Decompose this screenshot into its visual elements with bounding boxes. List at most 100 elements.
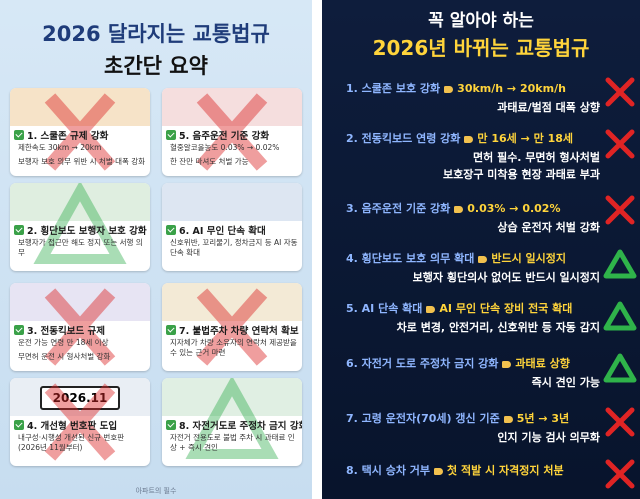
card-heading: 8. 자전거도로 주정차 금지 강화	[166, 418, 302, 432]
card-heading: 5. 음주운전 기준 강화	[166, 128, 300, 142]
card: 6. AI 무인 단속 확대 신호위반, 꼬리물기, 정차금지 등 AI 자동단속…	[162, 183, 302, 271]
pointer-icon	[464, 135, 474, 143]
item-label: 1. 스쿨존 보호 강화	[346, 82, 441, 95]
item-detail: 상습 운전자 처벌 강화	[497, 221, 600, 234]
license-plate: 2026.11	[40, 386, 120, 410]
card: 7. 불법주차 차량 연락처 확보 지자체가 차량 소유자의 연락처 제공받을 수…	[162, 283, 302, 371]
card-heading-text: 1. 스쿨존 규제 강화	[27, 131, 109, 142]
green-triangle-icons	[603, 249, 637, 383]
card-bullet: 무면허 운전 시 형사처벌 강화	[18, 352, 111, 361]
card-bullet: 보행자가 접근만 해도 정지 또는 서행 의무	[18, 238, 143, 257]
card-heading: 4. 개선형 번호판 도입	[14, 418, 148, 432]
item-label: 3. 음주운전 기준 강화	[346, 202, 451, 215]
pointer-icon	[478, 255, 488, 263]
item-label: 5. AI 단속 확대	[346, 302, 423, 315]
footer: 아파트의 필수	[135, 487, 177, 495]
right-title-top: 꼭 알아야 하는	[428, 11, 534, 31]
card-illustration	[10, 283, 150, 321]
card-heading-text: 8. 자전거도로 주정차 금지 강화	[179, 421, 302, 432]
card-heading-text: 6. AI 무인 단속 확대	[179, 226, 266, 237]
left-panel: 2026 달라지는 교통법규 초간단 요약 아파트의 필수 1. 스쿨존 규제 …	[0, 0, 312, 499]
card: 2. 횡단보도 보행자 보호 강화 보행자가 접근만 해도 정지 또는 서행 의무	[10, 183, 150, 271]
card-bullet: 신호위반, 꼬리물기, 정차금지 등 AI 자동단속 확대	[170, 238, 298, 257]
item-change: 반드시 일시정지	[491, 252, 567, 265]
left-title: 2026 달라지는 교통법규	[42, 22, 270, 46]
card-heading: 3. 전동킥보드 규제	[14, 323, 148, 337]
card-bullet: 보행자 보호 의무 위반 시 처벌 대폭 강화	[18, 157, 146, 166]
card-illustration	[162, 283, 302, 321]
item-heading: 2. 전동킥보드 연령 강화 만 16세 → 만 18세	[346, 130, 573, 146]
pointer-icon	[502, 360, 512, 368]
left-subtitle: 초간단 요약	[104, 54, 208, 78]
card-bullet: 운전 가능 연령 만 18세 이상	[18, 338, 109, 347]
card-heading-text: 7. 불법주차 차량 연락처 확보	[179, 326, 299, 337]
card-heading-text: 3. 전동킥보드 규제	[27, 326, 106, 337]
card: 5. 음주운전 기준 강화 혈중알코올농도 0.03% → 0.02% 한 잔만 마…	[162, 88, 302, 176]
card-bullet: 내구성·시행성 개선된 신규 번호판(2026년 11월부터)	[18, 433, 125, 452]
right-panel: 꼭 알아야 하는 2026년 바뀌는 교통법규 1. 스쿨존 보호 강화 30km…	[322, 0, 640, 499]
card-illustration	[10, 183, 150, 221]
card: 8. 자전거도로 주정차 금지 강화 자전거 전용도로 불법 주차 시 과태료 인…	[162, 378, 302, 466]
item-detail: 보호장구 미착용 현장 과태료 부과	[443, 168, 600, 181]
item-heading: 6. 자전거 도로 주정차 금지 강화 과태료 상향	[346, 355, 570, 371]
check-icon	[166, 130, 176, 140]
card-bullet: 지자체가 차량 소유자의 연락처 제공받을 수 있는 근거 마련	[170, 338, 297, 357]
card-illustration	[162, 88, 302, 126]
card-bullet: 제한속도 30km → 20km	[18, 143, 102, 152]
item-heading: 1. 스쿨존 보호 강화 30km/h → 20km/h	[346, 80, 566, 96]
card-illustration	[162, 378, 302, 416]
item-label: 6. 자전거 도로 주정차 금지 강화	[346, 357, 499, 370]
item-label: 8. 택시 승차 거부	[346, 464, 431, 477]
card-bullet: 혈중알코올농도 0.03% → 0.02%	[170, 143, 280, 152]
card-illustration	[10, 88, 150, 126]
item-label: 4. 횡단보도 보호 의무 확대	[346, 252, 475, 265]
item-detail: 과태료/벌점 대폭 상향	[497, 101, 600, 114]
card-illustration	[162, 183, 302, 221]
card: 1. 스쿨존 규제 강화 제한속도 30km → 20km 보행자 보호 의무 위반…	[10, 88, 150, 176]
card-heading-text: 2. 횡단보도 보행자 보호 강화	[27, 226, 147, 237]
right-title: 2026년 바뀌는 교통법규	[372, 36, 590, 60]
item-detail: 즉시 견인 가능	[531, 376, 600, 389]
item-change: 과태료 상향	[515, 357, 570, 370]
card-heading-text: 4. 개선형 번호판 도입	[27, 421, 118, 432]
check-icon	[14, 225, 24, 235]
item-label: 2. 전동킥보드 연령 강화	[346, 132, 461, 145]
red-x-icons	[605, 77, 635, 489]
card: 2026.11 4. 개선형 번호판 도입 내구성·시행성 개선된 신규 번호판(2…	[10, 378, 150, 466]
item-label: 7. 고령 운전자(70세) 갱신 기준	[346, 412, 500, 425]
card-bullet: 자전거 전용도로 불법 주차 시 과태료 인상 + 즉시 견인	[170, 433, 295, 452]
check-icon	[166, 420, 176, 430]
item-heading: 8. 택시 승차 거부 첫 적발 시 자격정지 처분	[346, 462, 564, 478]
item-detail: 보행자 횡단의사 없어도 반드시 일시정지	[412, 271, 600, 284]
check-icon	[14, 420, 24, 430]
item-heading: 3. 음주운전 기준 강화 0.03% → 0.02%	[346, 200, 560, 216]
item-change: AI 무인 단속 장비 전국 확대	[439, 302, 573, 315]
pointer-icon	[444, 85, 454, 93]
item-change: 첫 적발 시 자격정지 처분	[447, 464, 564, 477]
item-change: 0.03% → 0.02%	[467, 202, 561, 215]
check-icon	[166, 225, 176, 235]
pointer-icon	[426, 305, 436, 313]
card-heading: 1. 스쿨존 규제 강화	[14, 128, 148, 142]
check-icon	[166, 325, 176, 335]
card-heading-text: 5. 음주운전 기준 강화	[179, 131, 270, 142]
item-detail: 면허 필수. 무면허 형사처벌	[473, 151, 600, 164]
pointer-icon	[503, 415, 513, 423]
item-heading: 4. 횡단보도 보호 의무 확대 반드시 일시정지	[346, 250, 566, 266]
item-detail: 차로 변경, 안전거리, 신호위반 등 자동 감지	[396, 321, 600, 334]
card-heading: 7. 불법주차 차량 연락처 확보	[166, 323, 300, 337]
card-illustration: 2026.11	[10, 378, 150, 416]
item-detail: 인지 기능 검사 의무화	[497, 431, 600, 444]
check-icon	[14, 130, 24, 140]
item-heading: 7. 고령 운전자(70세) 갱신 기준 5년 → 3년	[346, 410, 569, 426]
pointer-icon	[434, 467, 444, 475]
pointer-icon	[454, 205, 464, 213]
item-change: 만 16세 → 만 18세	[477, 132, 574, 145]
card-bullet: 한 잔만 마셔도 처벌 가능	[170, 157, 249, 166]
check-icon	[14, 325, 24, 335]
card-heading: 6. AI 무인 단속 확대	[166, 223, 300, 237]
item-change: 5년 → 3년	[516, 412, 570, 425]
card-heading: 2. 횡단보도 보행자 보호 강화	[14, 223, 148, 237]
